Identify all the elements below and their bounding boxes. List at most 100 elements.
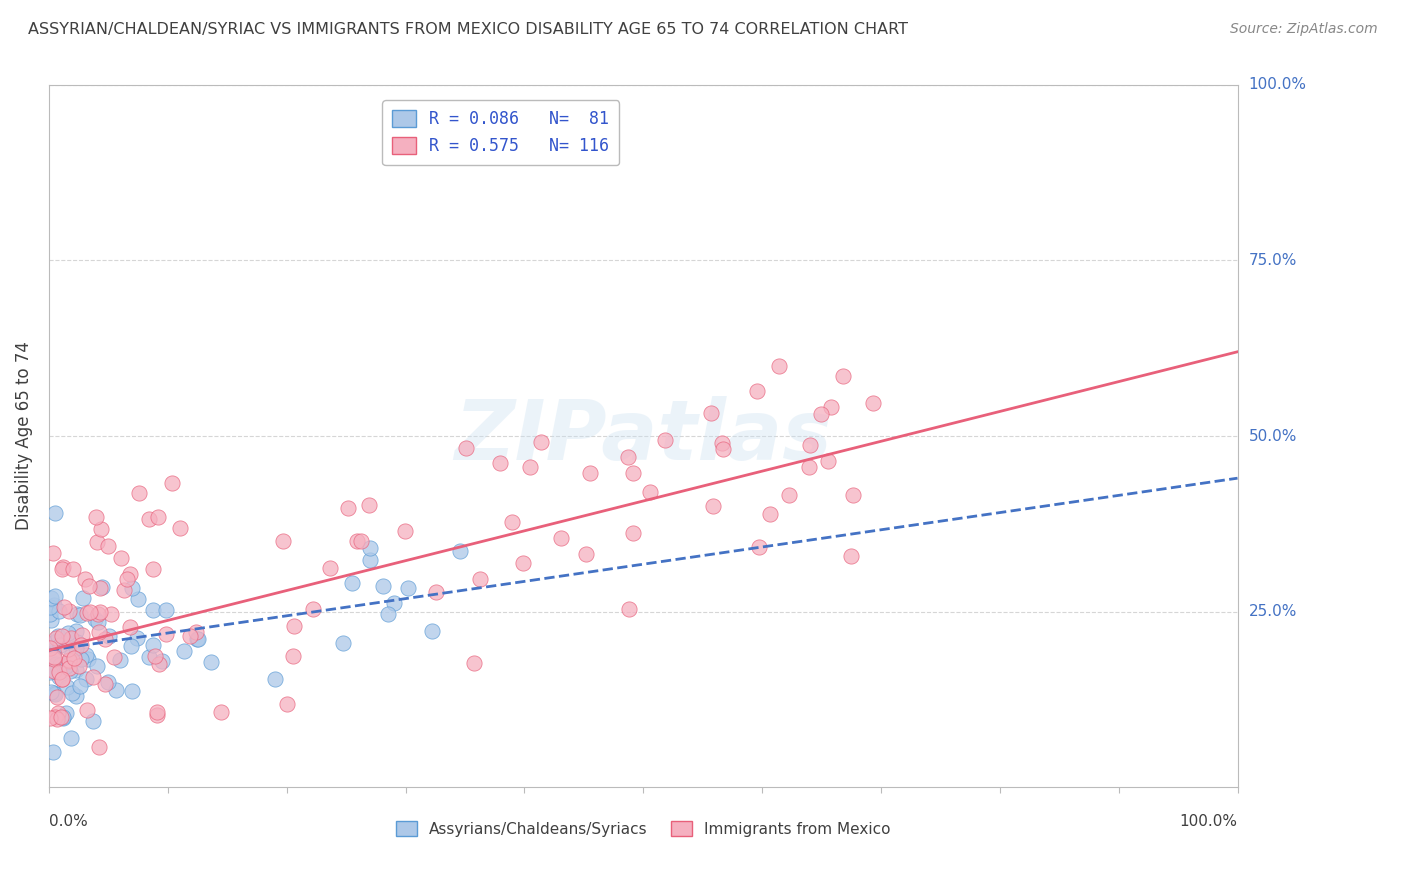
Point — [271, 534, 294, 549]
Point — [578, 466, 600, 480]
Point — [810, 407, 832, 421]
Point — [69, 608, 91, 623]
Point — [519, 460, 541, 475]
Point — [346, 533, 368, 548]
Point — [51, 562, 73, 576]
Point — [186, 632, 208, 647]
Point — [44, 634, 66, 648]
Point — [59, 664, 82, 678]
Point — [59, 731, 82, 746]
Point — [67, 659, 90, 673]
Point — [39, 665, 62, 680]
Point — [842, 488, 865, 502]
Point — [276, 698, 298, 712]
Point — [65, 624, 87, 639]
Point — [79, 605, 101, 619]
Point — [759, 508, 782, 522]
Point — [550, 532, 572, 546]
Point — [45, 633, 67, 648]
Point — [319, 561, 342, 575]
Point — [359, 553, 381, 567]
Point — [76, 606, 98, 620]
Point — [120, 640, 142, 654]
Point — [142, 603, 165, 617]
Point — [169, 521, 191, 535]
Point — [209, 706, 232, 720]
Text: 0.0%: 0.0% — [49, 814, 87, 829]
Point — [768, 359, 790, 373]
Point — [69, 679, 91, 693]
Point — [103, 650, 125, 665]
Point — [56, 642, 79, 657]
Point — [150, 654, 173, 668]
Point — [654, 434, 676, 448]
Text: ASSYRIAN/CHALDEAN/SYRIAC VS IMMIGRANTS FROM MEXICO DISABILITY AGE 65 TO 74 CORRE: ASSYRIAN/CHALDEAN/SYRIAC VS IMMIGRANTS F… — [28, 22, 908, 37]
Point — [623, 525, 645, 540]
Point — [449, 544, 471, 558]
Point — [42, 648, 65, 662]
Point — [382, 596, 405, 610]
Point — [118, 620, 141, 634]
Point — [831, 369, 853, 384]
Point — [86, 535, 108, 549]
Point — [110, 653, 132, 667]
Point — [425, 585, 447, 599]
Point — [489, 456, 512, 470]
Point — [200, 655, 222, 669]
Point — [58, 632, 80, 646]
Point — [72, 591, 94, 606]
Point — [110, 551, 132, 566]
Point — [90, 522, 112, 536]
Point — [89, 739, 111, 754]
Point — [48, 603, 70, 617]
Point — [77, 651, 100, 665]
Point — [422, 624, 444, 638]
Point — [42, 652, 65, 666]
Point — [86, 658, 108, 673]
Point — [39, 640, 62, 655]
Point — [51, 672, 73, 686]
Point — [51, 710, 73, 724]
Point — [745, 384, 768, 398]
Point — [46, 706, 69, 721]
Point — [42, 650, 65, 665]
Point — [82, 670, 104, 684]
Point — [39, 599, 62, 614]
Point — [377, 607, 399, 622]
Point — [44, 589, 66, 603]
Point — [97, 674, 120, 689]
Point — [283, 619, 305, 633]
Point — [42, 745, 65, 759]
Point — [45, 631, 67, 645]
Point — [82, 714, 104, 728]
Point — [371, 579, 394, 593]
Point — [512, 557, 534, 571]
Point — [39, 607, 62, 622]
Point — [86, 509, 108, 524]
Point — [700, 406, 723, 420]
Point — [173, 644, 195, 658]
Point — [75, 672, 97, 686]
Point — [711, 442, 734, 456]
Point — [359, 541, 381, 555]
Point — [797, 459, 820, 474]
Point — [862, 396, 884, 410]
Point — [186, 624, 208, 639]
Point — [748, 540, 770, 554]
Point — [49, 638, 72, 652]
Point — [58, 654, 80, 668]
Point — [301, 601, 323, 615]
Point — [65, 663, 87, 677]
Point — [58, 604, 80, 618]
Point — [359, 498, 381, 512]
Point — [39, 685, 62, 699]
Point — [839, 549, 862, 564]
Point — [52, 559, 75, 574]
Point — [148, 657, 170, 671]
Point — [283, 648, 305, 663]
Point — [94, 676, 117, 690]
Point — [127, 632, 149, 646]
Text: 25.0%: 25.0% — [1249, 604, 1296, 619]
Point — [75, 648, 97, 662]
Point — [263, 672, 285, 686]
